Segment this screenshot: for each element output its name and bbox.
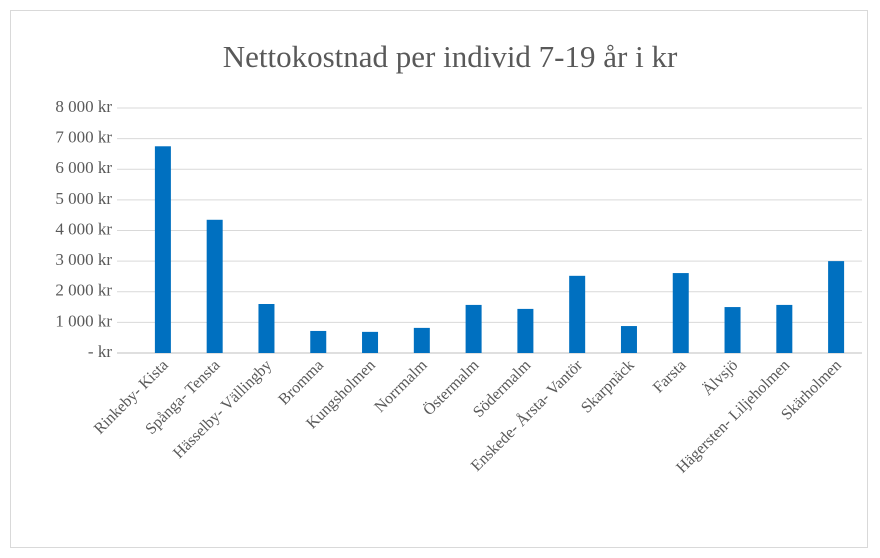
y-tick-label: 4 000 kr xyxy=(55,219,112,238)
y-tick-label: 6 000 kr xyxy=(55,158,112,177)
bar xyxy=(154,146,171,353)
y-tick-label: 5 000 kr xyxy=(55,189,112,208)
y-tick-label: 8 000 kr xyxy=(55,97,112,116)
bar xyxy=(310,330,327,353)
bar xyxy=(569,275,586,353)
y-tick-label: 7 000 kr xyxy=(55,128,112,147)
y-tick-label: - kr xyxy=(88,342,112,361)
chart-frame xyxy=(10,10,868,548)
bar xyxy=(672,273,689,353)
bar xyxy=(828,261,845,353)
bar xyxy=(517,308,534,353)
bar xyxy=(206,219,223,353)
bar xyxy=(724,307,741,353)
bar xyxy=(258,304,275,353)
chart-title: Nettokostnad per individ 7-19 år i kr xyxy=(223,39,678,74)
bar xyxy=(776,304,793,353)
y-tick-label: 1 000 kr xyxy=(55,311,112,330)
bar xyxy=(465,304,482,353)
bar xyxy=(620,326,637,353)
bar xyxy=(413,327,430,353)
bar xyxy=(362,331,379,353)
y-tick-label: 2 000 kr xyxy=(55,281,112,300)
y-tick-label: 3 000 kr xyxy=(55,250,112,269)
